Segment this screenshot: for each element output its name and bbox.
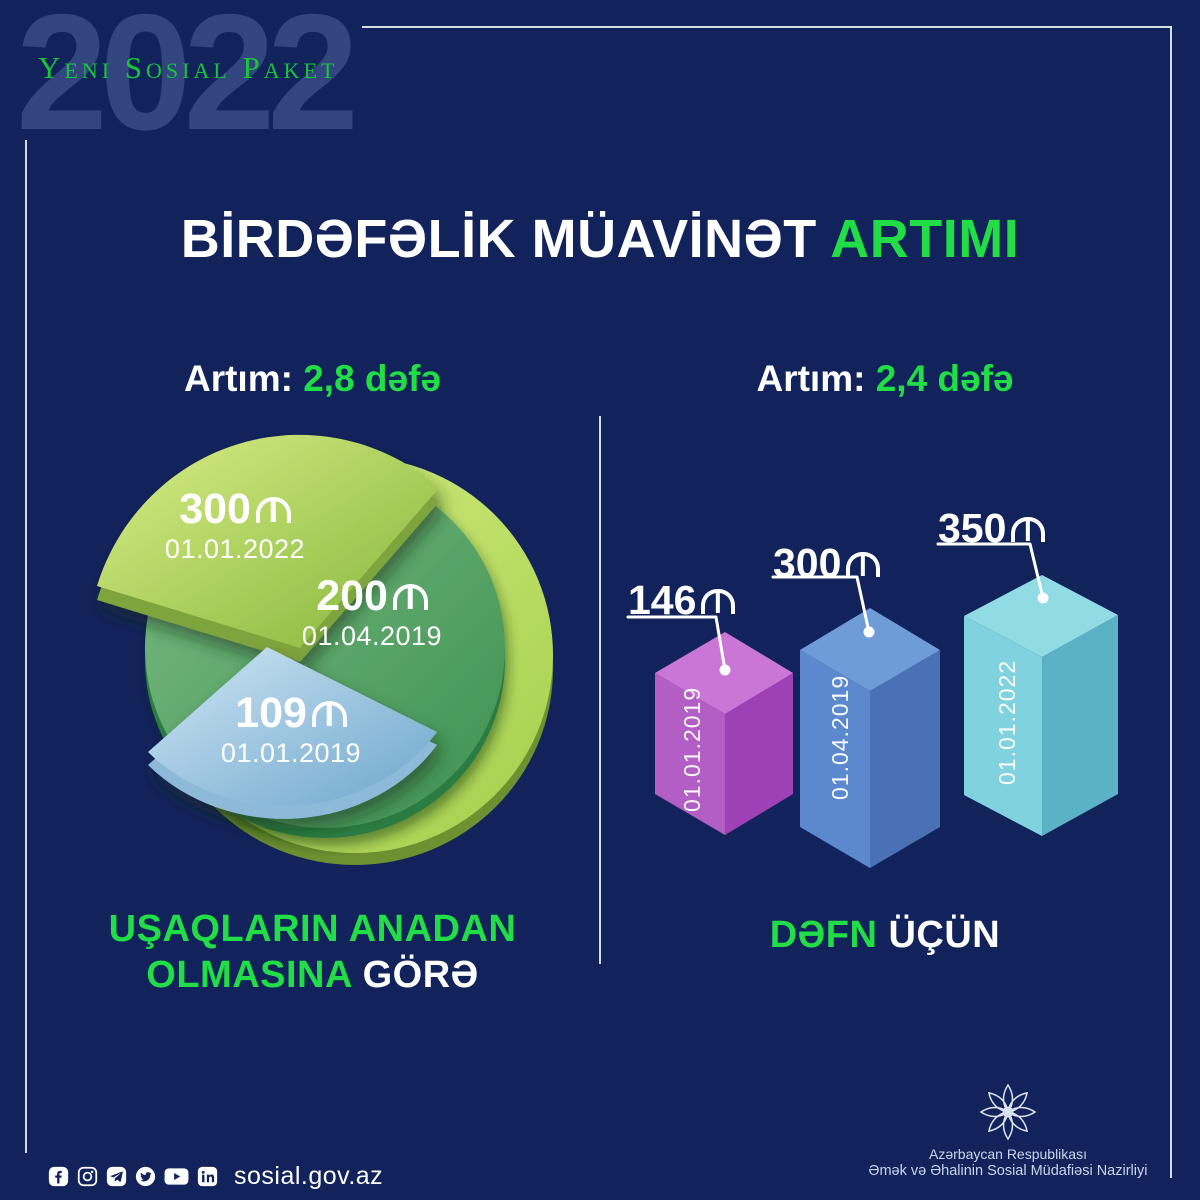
left-chart-caption: UŞAQLARIN ANADAN OLMASINA GÖRƏ xyxy=(30,906,595,999)
left-increase-prefix: Artım: xyxy=(183,358,293,399)
bar-350 xyxy=(964,575,1118,836)
twitter-icon[interactable] xyxy=(135,1166,156,1187)
bar-value-146-text: 146 xyxy=(628,577,697,623)
linkedin-icon[interactable] xyxy=(197,1166,218,1187)
ministry-emblem-icon xyxy=(979,1083,1037,1141)
leader-lines xyxy=(626,542,1045,672)
left-increase-value: 2,8 dəfə xyxy=(303,358,442,399)
pie-slice-300 xyxy=(97,434,439,662)
bar-300 xyxy=(800,608,940,868)
frame-line-left xyxy=(25,140,27,1153)
manat-icon xyxy=(1011,516,1045,542)
bar-chart: 01.01.2019 01.04.2019 01.01.2022 146 300… xyxy=(600,470,1160,890)
instagram-icon[interactable] xyxy=(77,1166,98,1187)
ministry-name-line1: Azərbaycan Respublikası xyxy=(929,1146,1087,1162)
left-increase-header: Artım: 2,8 dəfə xyxy=(30,358,595,401)
facebook-icon[interactable] xyxy=(48,1166,69,1187)
manat-icon xyxy=(393,583,428,610)
pie-value-200: 200 xyxy=(316,572,388,620)
pie-label-200: 200 01.04.2019 xyxy=(262,573,482,652)
manat-icon xyxy=(312,700,347,727)
pie-date-109: 01.01.2019 xyxy=(220,738,362,769)
right-caption-white: ÜÇÜN xyxy=(888,914,1001,956)
left-caption-line1: UŞAQLARIN ANADAN xyxy=(108,908,517,950)
right-increase-value: 2,4 dəfə xyxy=(875,358,1014,399)
year-watermark: 2022 xyxy=(16,0,359,164)
program-label: Yeni Sosial Paket xyxy=(38,50,339,85)
website-link[interactable]: sosial.gov.az xyxy=(234,1162,384,1190)
bar-date-350: 01.01.2022 xyxy=(994,660,1020,785)
ministry-name-line2: Əmək və Əhalinin Sosial Müdafiəsi Nazirl… xyxy=(868,1163,1148,1179)
left-caption-line2-accent: OLMASINA xyxy=(146,954,352,997)
youtube-icon[interactable] xyxy=(164,1166,189,1187)
right-chart-caption: DƏFN ÜÇÜN xyxy=(605,912,1165,958)
page-title-accent: ARTIMI xyxy=(830,209,1020,269)
bar-date-300: 01.04.2019 xyxy=(827,675,853,800)
bar-value-300-text: 300 xyxy=(773,540,842,586)
frame-line-top xyxy=(362,26,1172,28)
social-links-row: sosial.gov.az xyxy=(48,1162,383,1191)
bar-value-300: 300 xyxy=(773,543,880,584)
pie-slice-109 xyxy=(148,647,437,819)
pie-date-300: 01.01.2022 xyxy=(164,534,306,565)
pie-chart-graphic xyxy=(97,434,553,865)
manat-icon xyxy=(846,551,880,577)
manat-icon xyxy=(701,588,735,614)
left-caption-line2-white: GÖRƏ xyxy=(362,954,479,997)
bar-value-350: 350 xyxy=(938,508,1045,549)
bar-value-146: 146 xyxy=(628,580,735,621)
page-title: BİRDƏFƏLİK MÜAVİNƏT ARTIMI xyxy=(0,208,1200,270)
pie-value-300: 300 xyxy=(179,485,251,533)
manat-icon xyxy=(256,496,291,523)
bar-value-350-text: 350 xyxy=(938,505,1007,551)
leader-dots xyxy=(719,592,1049,676)
section-divider-line xyxy=(599,416,601,964)
pie-chart: 300 01.01.2022 200 01.04.2019 109 01.01.… xyxy=(85,420,555,880)
pie-date-200: 01.04.2019 xyxy=(301,621,443,652)
telegram-icon[interactable] xyxy=(106,1166,127,1187)
pie-value-109: 109 xyxy=(235,689,307,737)
right-increase-header: Artım: 2,4 dəfə xyxy=(605,358,1165,401)
bar-chart-graphic: 01.01.2019 01.04.2019 01.01.2022 xyxy=(626,542,1118,868)
pie-label-109: 109 01.01.2019 xyxy=(181,690,401,769)
ministry-block: Azərbaycan Respublikası Əmək və Əhalinin… xyxy=(838,1082,1178,1180)
bar-date-146: 01.01.2019 xyxy=(679,687,705,812)
pie-label-300: 300 01.01.2022 xyxy=(125,486,345,565)
frame-line-right xyxy=(1170,26,1172,1178)
right-increase-prefix: Artım: xyxy=(756,358,866,399)
right-caption-accent: DƏFN xyxy=(769,914,878,956)
page-title-main: BİRDƏFƏLİK MÜAVİNƏT xyxy=(180,209,817,269)
